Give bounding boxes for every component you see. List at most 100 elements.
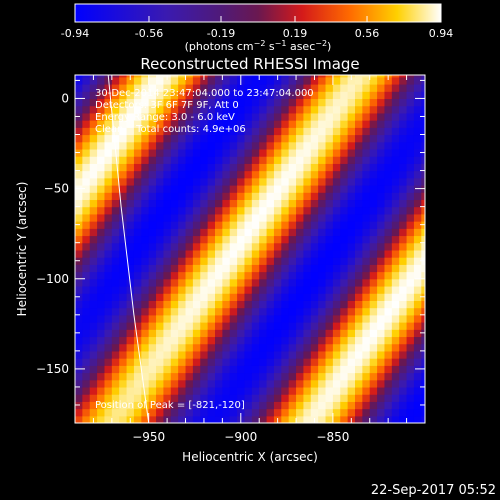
heatmap-pixel <box>237 156 246 164</box>
heatmap-pixel <box>75 336 83 345</box>
heatmap-pixel <box>377 242 386 251</box>
heatmap-pixel <box>296 257 305 265</box>
heatmap-pixel <box>215 228 223 237</box>
heatmap-pixel <box>288 148 297 157</box>
heatmap-pixel <box>384 394 393 402</box>
heatmap-pixel <box>340 307 349 316</box>
heatmap-pixel <box>288 206 297 215</box>
heatmap-pixel <box>251 336 260 345</box>
heatmap-pixel <box>82 322 91 330</box>
heatmap-pixel <box>222 221 231 229</box>
heatmap-pixel <box>310 242 319 251</box>
heatmap-pixel <box>318 156 327 164</box>
heatmap-pixel <box>229 134 238 143</box>
heatmap-pixel <box>273 322 282 330</box>
heatmap-pixel <box>185 293 194 301</box>
heatmap-pixel <box>391 394 400 402</box>
y-tick-label: −150 <box>36 362 69 376</box>
heatmap-pixel <box>369 358 378 366</box>
heatmap-pixel <box>310 192 319 201</box>
heatmap-pixel <box>133 213 142 222</box>
heatmap-pixel <box>318 379 327 388</box>
heatmap-pixel <box>340 228 349 237</box>
heatmap-pixel <box>273 372 282 381</box>
heatmap-pixel <box>406 213 415 222</box>
heatmap-pixel <box>377 264 386 273</box>
heatmap-pixel <box>355 105 363 114</box>
heatmap-pixel <box>200 141 209 150</box>
heatmap-pixel <box>281 206 290 215</box>
heatmap-pixel <box>413 300 422 309</box>
heatmap-pixel <box>133 257 142 265</box>
heatmap-pixel <box>288 394 297 402</box>
heatmap-pixel <box>229 91 238 100</box>
heatmap-pixel <box>185 300 194 309</box>
heatmap-pixel <box>97 163 106 172</box>
heatmap-pixel <box>273 257 282 265</box>
heatmap-pixel <box>347 84 356 92</box>
heatmap-pixel <box>148 199 157 208</box>
heatmap-pixel <box>318 242 327 251</box>
heatmap-pixel <box>104 228 113 237</box>
heatmap-pixel <box>133 249 142 258</box>
heatmap-pixel <box>340 76 349 85</box>
heatmap-pixel <box>170 75 179 78</box>
heatmap-pixel <box>288 221 297 229</box>
heatmap-pixel <box>192 249 201 258</box>
heatmap-pixel <box>104 285 113 294</box>
heatmap-pixel <box>185 372 194 381</box>
heatmap-pixel <box>318 199 327 208</box>
heatmap-pixel <box>399 84 408 92</box>
heatmap-pixel <box>119 358 128 366</box>
heatmap-pixel <box>178 228 187 237</box>
heatmap-pixel <box>325 156 334 164</box>
heatmap-pixel <box>413 408 422 417</box>
heatmap-pixel <box>340 329 349 338</box>
heatmap-pixel <box>207 156 216 164</box>
heatmap-pixel <box>126 307 135 316</box>
heatmap-pixel <box>303 134 312 143</box>
heatmap-pixel <box>82 358 91 366</box>
heatmap-pixel <box>259 112 268 121</box>
heatmap-pixel <box>362 249 371 258</box>
heatmap-pixel <box>141 177 150 186</box>
heatmap-pixel <box>406 336 415 345</box>
heatmap-pixel <box>133 141 142 150</box>
heatmap-pixel <box>111 213 120 222</box>
heatmap-pixel <box>369 221 378 229</box>
heatmap-pixel <box>229 307 238 316</box>
heatmap-pixel <box>266 76 275 85</box>
heatmap-pixel <box>126 329 135 338</box>
heatmap-pixel <box>185 206 194 215</box>
heatmap-pixel <box>421 358 425 366</box>
heatmap-pixel <box>237 314 246 323</box>
heatmap-pixel <box>244 148 253 157</box>
heatmap-pixel <box>111 415 120 423</box>
heatmap-pixel <box>75 192 83 201</box>
heatmap-pixel <box>281 134 290 143</box>
heatmap-pixel <box>111 365 120 374</box>
heatmap-pixel <box>303 221 312 229</box>
heatmap-pixel <box>133 120 142 128</box>
heatmap-pixel <box>310 105 319 114</box>
heatmap-pixel <box>163 170 172 179</box>
heatmap-pixel <box>97 98 106 107</box>
x-tick-label: −850 <box>316 430 349 444</box>
heatmap-pixel <box>355 249 363 258</box>
heatmap-pixel <box>244 120 253 128</box>
heatmap-pixel <box>303 184 312 193</box>
heatmap-pixel <box>192 336 201 345</box>
heatmap-pixel <box>266 386 275 395</box>
heatmap-pixel <box>281 228 290 237</box>
heatmap-pixel <box>111 184 120 193</box>
heatmap-pixel <box>332 75 341 78</box>
heatmap-pixel <box>170 329 179 338</box>
heatmap-pixel <box>303 112 312 121</box>
heatmap-pixel <box>215 127 223 136</box>
heatmap-pixel <box>185 365 194 374</box>
heatmap-pixel <box>288 264 297 273</box>
heatmap-pixel <box>303 350 312 359</box>
heatmap-pixel <box>97 105 106 114</box>
heatmap-pixel <box>119 415 128 423</box>
heatmap-pixel <box>133 84 142 92</box>
